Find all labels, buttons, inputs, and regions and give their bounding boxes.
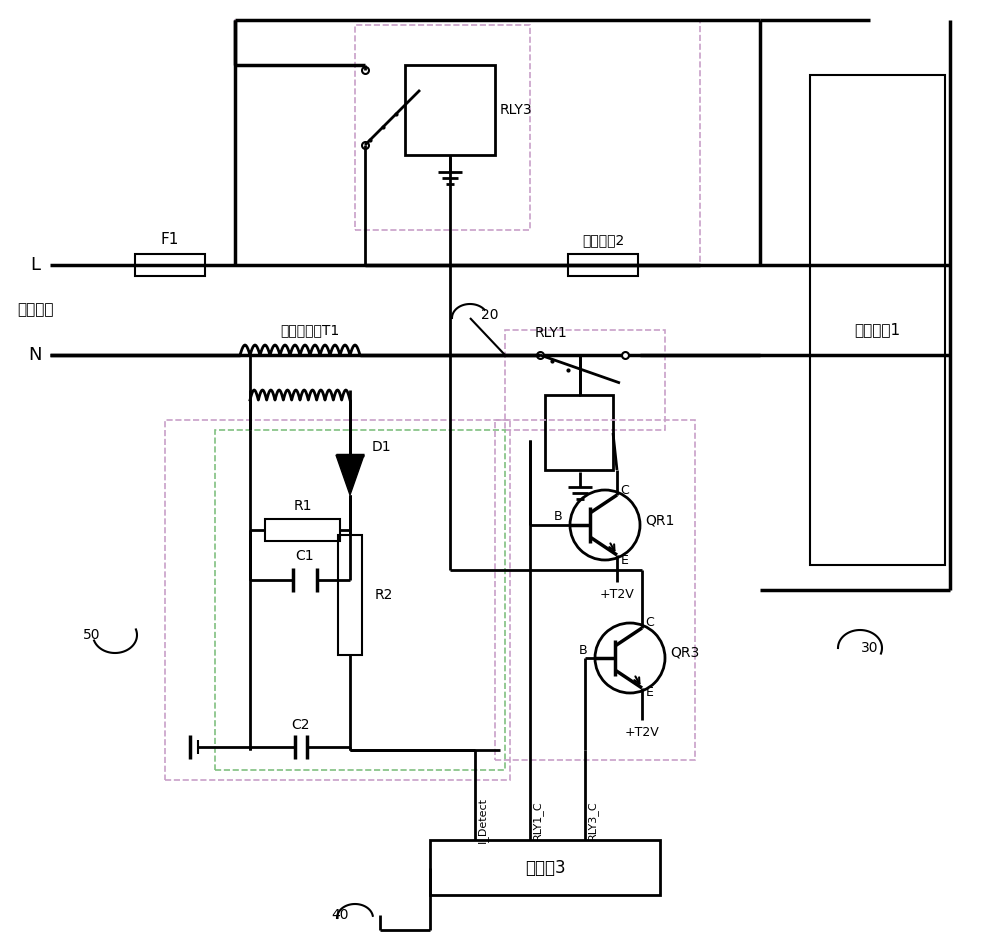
Bar bbox=[135, 254, 205, 276]
Text: R2: R2 bbox=[375, 588, 393, 602]
Text: RLY1_C: RLY1_C bbox=[532, 800, 542, 840]
Text: N: N bbox=[28, 346, 42, 364]
Text: B: B bbox=[553, 511, 562, 523]
Bar bbox=[505, 330, 665, 430]
Text: 加热装置1: 加热装置1 bbox=[854, 322, 901, 338]
Text: E: E bbox=[646, 687, 654, 700]
Text: QR1: QR1 bbox=[645, 513, 674, 527]
Text: R1: R1 bbox=[293, 499, 312, 513]
Bar bbox=[165, 420, 510, 780]
Bar bbox=[495, 420, 695, 760]
Text: +T2V: +T2V bbox=[600, 589, 634, 601]
Text: 电流互感器T1: 电流互感器T1 bbox=[280, 323, 340, 337]
Text: I_Detect: I_Detect bbox=[477, 797, 487, 843]
Text: 40: 40 bbox=[331, 908, 349, 922]
Bar bbox=[405, 65, 495, 155]
Text: C1: C1 bbox=[296, 549, 314, 563]
Text: E: E bbox=[621, 553, 629, 567]
Bar bbox=[810, 75, 945, 565]
Bar bbox=[568, 254, 638, 276]
Bar bbox=[265, 519, 340, 541]
Bar bbox=[235, 20, 700, 265]
Text: 20: 20 bbox=[481, 308, 499, 322]
Text: RLY3_C: RLY3_C bbox=[587, 800, 597, 840]
Bar bbox=[355, 25, 530, 230]
Text: L: L bbox=[30, 256, 40, 274]
Bar bbox=[338, 535, 362, 655]
Text: QR3: QR3 bbox=[670, 646, 699, 660]
Text: 温控开关2: 温控开关2 bbox=[582, 233, 624, 247]
Polygon shape bbox=[336, 455, 364, 495]
Text: +T2V: +T2V bbox=[625, 726, 659, 739]
Text: 50: 50 bbox=[83, 628, 101, 642]
Text: 30: 30 bbox=[861, 641, 879, 655]
Bar bbox=[430, 840, 660, 895]
Bar bbox=[215, 430, 505, 770]
Text: F1: F1 bbox=[161, 232, 179, 247]
Text: C2: C2 bbox=[292, 718, 310, 732]
Text: C: C bbox=[646, 616, 654, 630]
Bar bbox=[545, 395, 613, 470]
Text: 单片机3: 单片机3 bbox=[525, 859, 565, 877]
Text: D1: D1 bbox=[372, 440, 392, 454]
Text: C: C bbox=[621, 483, 629, 496]
Text: RLY1: RLY1 bbox=[535, 326, 568, 340]
Text: RLY3: RLY3 bbox=[500, 103, 533, 117]
Text: 交流市电: 交流市电 bbox=[17, 302, 53, 318]
Text: B: B bbox=[578, 644, 587, 656]
